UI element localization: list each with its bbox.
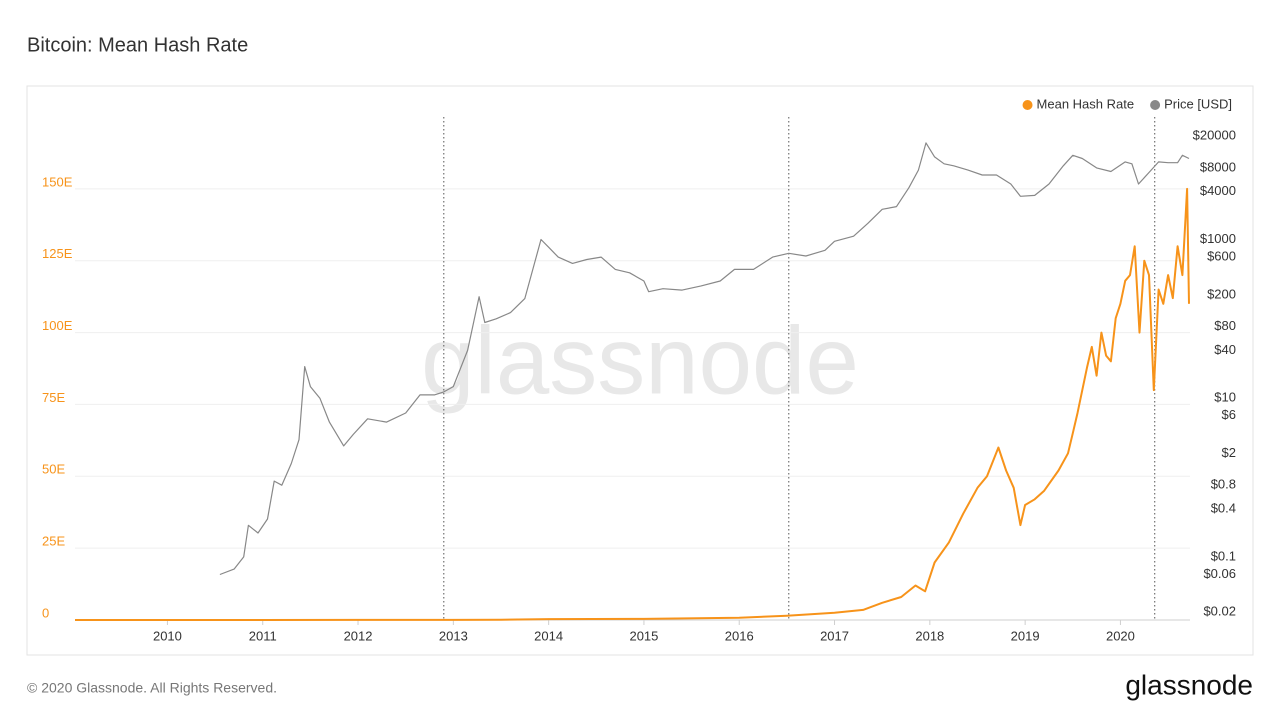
footer: © 2020 Glassnode. All Rights Reserved. [27,680,277,696]
y-tick-label: 0 [42,605,49,620]
legend-label: Mean Hash Rate [1037,96,1135,111]
legend-label: Price [USD] [1164,96,1232,111]
chart-title: Bitcoin: Mean Hash Rate [27,34,248,56]
y-tick-label: 50E [42,462,65,477]
series-line [219,142,1190,576]
y2-tick-label: $0.8 [1211,477,1236,492]
y2-tick-label: $600 [1207,249,1236,264]
x-tick-label: 2016 [725,628,754,643]
y2-tick-label: $0.02 [1203,604,1236,619]
x-tick-label: 2018 [915,628,944,643]
plot-frame [26,85,1254,656]
x-tick-label: 2013 [439,628,468,643]
y2-tick-label: $1000 [1200,231,1236,246]
watermark: glassnode [421,307,859,414]
x-tick-label: 2019 [1011,628,1040,643]
x-tick-label: 2017 [820,628,849,643]
y-tick-label: 75E [42,390,65,405]
y2-tick-label: $0.06 [1203,566,1236,581]
x-tick-label: 2015 [629,628,658,643]
y2-tick-label: $4000 [1200,183,1236,198]
y-tick-label: 25E [42,534,65,549]
y2-tick-label: $10 [1214,390,1236,405]
y2-tick-label: $0.4 [1211,501,1236,516]
y2-tick-label: $40 [1214,342,1236,357]
x-tick-label: 2012 [344,628,373,643]
logo: glassnode [1125,669,1253,700]
legend-marker [1022,100,1033,110]
y2-tick-label: $6 [1222,407,1236,422]
x-tick-label: 2014 [534,628,563,643]
y2-tick-label: $8000 [1200,159,1236,174]
y2-tick-label: $20000 [1193,128,1236,143]
x-tick-label: 2010 [153,628,182,643]
y-tick-label: 125E [42,246,73,261]
x-tick-label: 2020 [1106,628,1135,643]
x-tick-label: 2011 [249,628,277,643]
y-tick-label: 150E [42,174,73,189]
y2-tick-label: $80 [1214,318,1236,333]
legend-marker [1150,100,1161,110]
y2-tick-label: $0.1 [1211,548,1236,563]
y2-tick-label: $200 [1207,286,1236,301]
y-tick-label: 100E [42,318,73,333]
series-line [75,187,1190,621]
y2-tick-label: $2 [1222,445,1236,460]
